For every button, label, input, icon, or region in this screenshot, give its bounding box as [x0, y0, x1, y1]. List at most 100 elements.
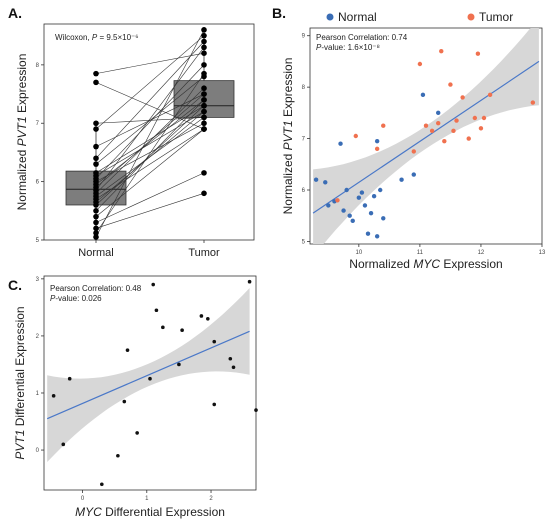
- panel-c-label: C.: [8, 277, 22, 293]
- normal-point: [93, 170, 99, 176]
- data-point-normal: [356, 195, 362, 200]
- panel-a-frame: [43, 23, 255, 241]
- tumor-point: [201, 114, 207, 121]
- y-tick-label: 0: [36, 448, 40, 454]
- y-tick-label: 6: [36, 180, 40, 186]
- tumor-point: [201, 108, 207, 115]
- pair-line: [95, 128, 205, 200]
- data-point: [151, 282, 156, 287]
- y-tick-label: 7: [36, 121, 40, 127]
- normal-point: [93, 234, 99, 240]
- panel-a-label: A.: [8, 5, 22, 21]
- tumor-point: [201, 44, 207, 51]
- normal-point: [93, 219, 99, 226]
- data-point: [177, 362, 181, 367]
- data-point-normal: [371, 193, 377, 199]
- panel-a-marks: 5 6 7 8 Normal Tumor: [36, 27, 235, 259]
- panel-b-marks: 10 11 12 13 5 6 7 8 9: [302, 28, 546, 256]
- data-point-tumor: [475, 51, 481, 56]
- data-point-tumor: [417, 61, 423, 67]
- normal-point: [93, 213, 99, 220]
- pair-line: [95, 99, 205, 185]
- panel-c-stat-correlation: Pearson Correlation: 0.48: [50, 284, 142, 293]
- normal-point: [93, 120, 99, 127]
- normal-point: [93, 208, 99, 214]
- pair-line: [95, 29, 205, 238]
- data-point: [199, 314, 204, 318]
- data-point-normal: [323, 180, 328, 185]
- normal-point: [93, 143, 99, 150]
- x-tick-label: 2: [209, 496, 213, 502]
- data-point: [125, 348, 130, 352]
- tumor-point: [201, 62, 207, 68]
- pair-line: [95, 105, 205, 174]
- tumor-point: [201, 85, 207, 92]
- normal-point: [93, 155, 99, 162]
- y-tick-label: 1: [36, 391, 40, 397]
- panel-c-y-axis-title: PVT1 Differential Expression: [13, 306, 27, 459]
- data-point-tumor: [487, 92, 493, 98]
- data-point-tumor: [466, 136, 471, 141]
- pair-line: [95, 193, 205, 229]
- data-point: [206, 317, 210, 321]
- pair-line: [95, 52, 205, 74]
- data-point-tumor: [442, 138, 447, 144]
- data-point-normal: [411, 172, 416, 177]
- data-point-tumor: [439, 48, 444, 54]
- pair-line: [95, 172, 205, 223]
- panel-c-frame: [43, 275, 257, 491]
- data-point-tumor: [411, 149, 416, 154]
- y-tick-label: 6: [302, 188, 306, 194]
- regression-line: [312, 60, 540, 214]
- data-point-normal: [420, 92, 426, 98]
- data-point-normal: [359, 190, 365, 195]
- data-point-normal: [381, 216, 386, 221]
- panel-c-x-axis-title: MYC Differential Expression: [75, 505, 225, 519]
- data-point: [161, 325, 165, 330]
- data-point-normal: [374, 234, 380, 239]
- normal-point: [93, 70, 99, 77]
- panel-a-annotation: Wilcoxon, P = 9.5×10⁻⁶: [55, 33, 139, 42]
- tumor-point: [201, 27, 207, 33]
- data-point-normal: [436, 110, 441, 116]
- y-tick-label: 5: [302, 239, 306, 245]
- x-tick-label: 0: [81, 496, 85, 502]
- tumor-point: [201, 126, 207, 132]
- x-tick-label: 13: [539, 250, 546, 256]
- data-point-normal: [350, 218, 355, 224]
- data-point: [228, 356, 233, 361]
- pair-line: [95, 73, 205, 234]
- y-tick-label: 7: [302, 137, 306, 143]
- data-point-normal: [313, 177, 319, 182]
- data-point: [254, 408, 258, 412]
- data-point-tumor: [423, 123, 429, 128]
- pair-line: [95, 117, 205, 197]
- data-point: [212, 402, 217, 407]
- data-point-tumor: [353, 133, 358, 139]
- panel-b-stat-correlation: Pearson Correlation: 0.74: [316, 33, 408, 42]
- tumor-point: [201, 120, 207, 127]
- data-point-normal: [399, 177, 404, 182]
- panel-b-frame: [309, 27, 543, 245]
- legend-tumor-marker: [467, 13, 475, 21]
- y-tick-label: 3: [36, 277, 40, 283]
- pair-line: [95, 111, 205, 177]
- data-point: [116, 453, 120, 458]
- data-point-normal: [338, 141, 343, 146]
- panel-b-y-axis-title: Normalized PVT1 Expression: [281, 58, 295, 215]
- data-point-tumor: [478, 126, 484, 131]
- panel-a-y-axis-title: Normalized PVT1 Expression: [15, 54, 29, 211]
- data-point: [148, 376, 152, 381]
- data-point-tumor: [451, 128, 456, 134]
- data-point: [122, 399, 127, 404]
- data-point-tumor: [454, 118, 459, 123]
- legend-normal-marker: [326, 13, 334, 21]
- data-point-normal: [326, 203, 331, 208]
- data-point-tumor: [429, 128, 435, 134]
- data-point-tumor: [460, 95, 465, 100]
- tumor-point: [201, 50, 207, 56]
- x-tick-label-tumor: Tumor: [188, 247, 220, 259]
- tumor-point: [201, 73, 207, 80]
- data-point: [67, 376, 72, 381]
- y-tick-label: 2: [36, 334, 40, 340]
